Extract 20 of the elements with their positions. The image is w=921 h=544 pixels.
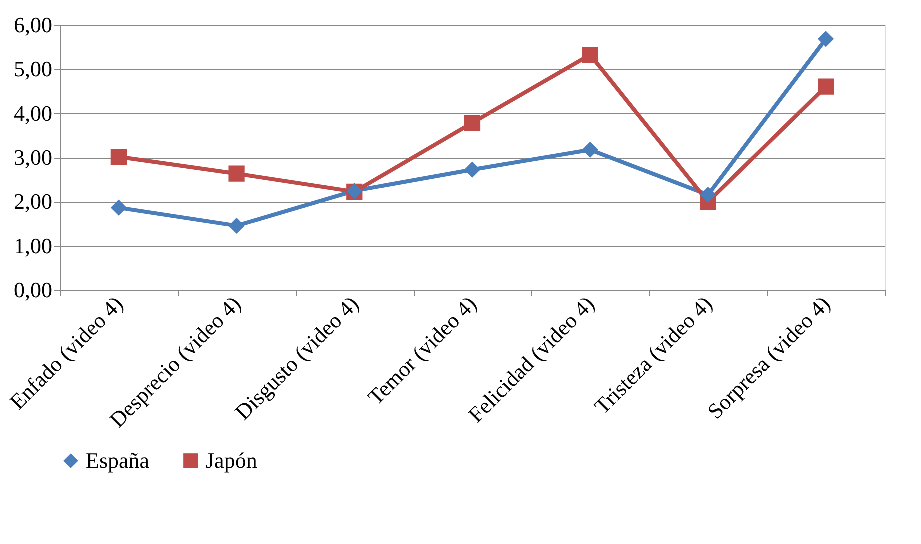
point [818,31,834,48]
point [464,162,481,178]
y-tick-label: 5,00 [14,56,52,82]
legend-label: España [86,448,150,473]
point [700,186,716,204]
y-tick-label: 3,00 [14,145,52,170]
point [110,148,127,166]
y-tick-label: 1,00 [14,233,52,258]
point [110,200,127,216]
point [464,114,481,132]
y-tick-label: 4,00 [14,100,52,126]
y-tick-label: 0,00 [14,278,52,302]
point [582,142,598,158]
point [228,218,245,234]
point [818,78,834,95]
point [228,166,245,182]
y-tick-label: 2,00 [14,189,52,214]
point [582,46,598,64]
y-tick-label: 6,00 [14,12,52,38]
legend-label: Japón [206,448,258,473]
